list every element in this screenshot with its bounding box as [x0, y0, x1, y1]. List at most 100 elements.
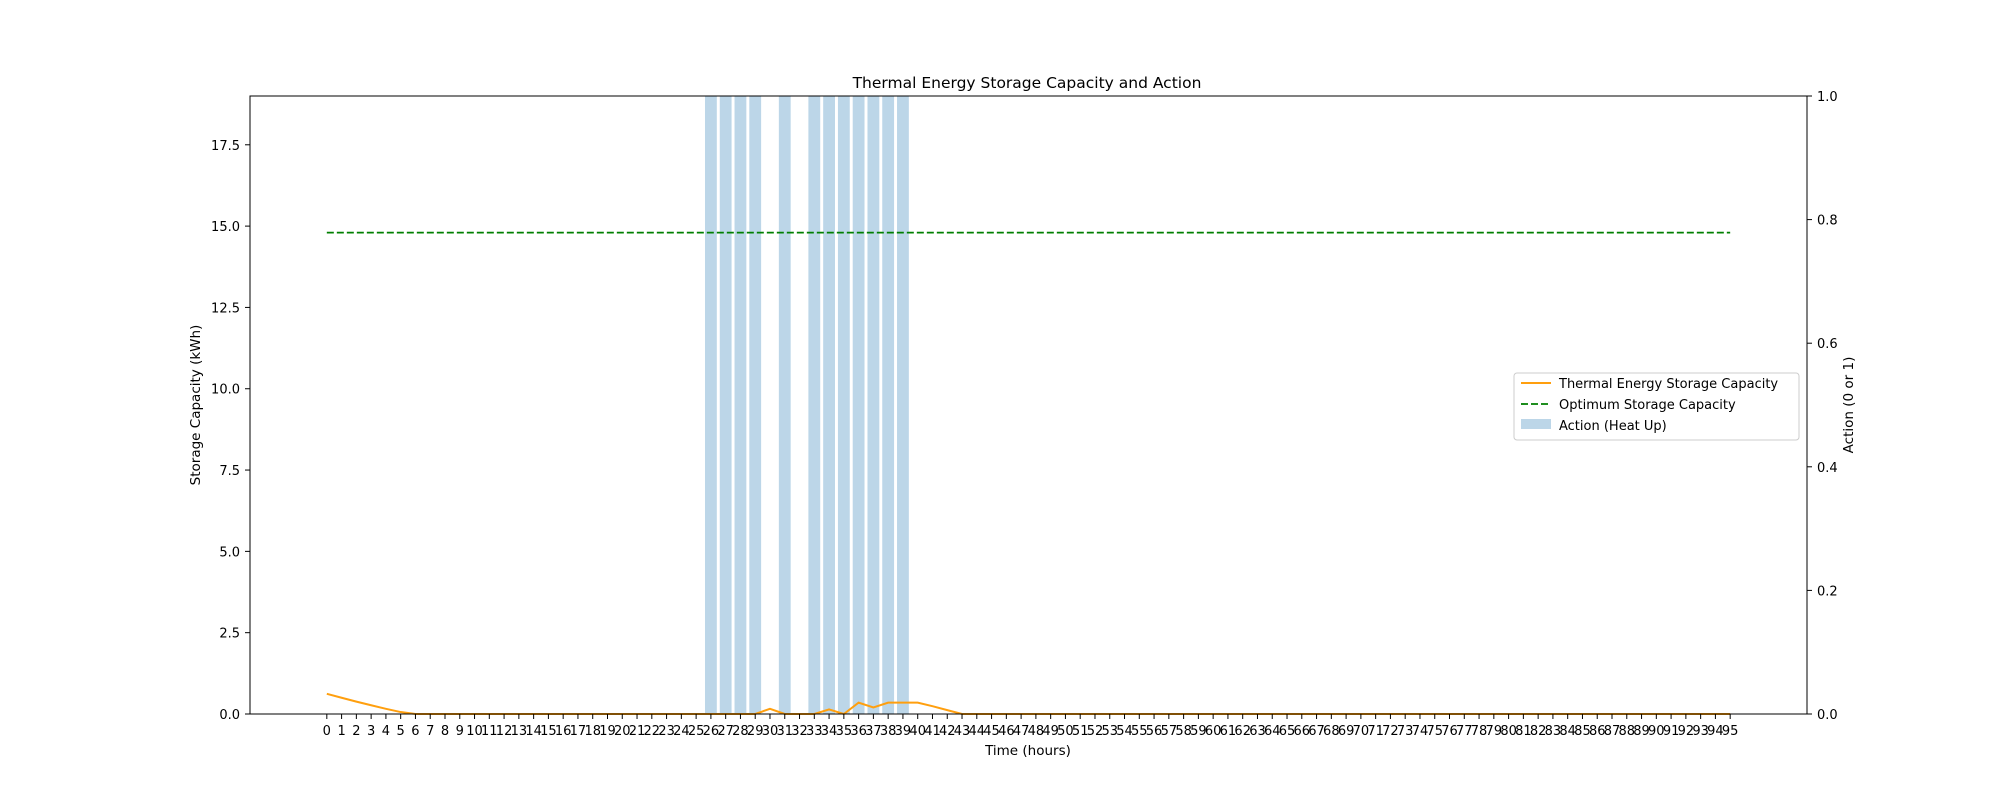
- x-tick-label: 1: [337, 724, 345, 739]
- x-tick-label: 60: [1205, 724, 1222, 739]
- action-bar: [704, 96, 717, 714]
- legend: Thermal Energy Storage Capacity Optimum …: [1513, 372, 1800, 441]
- x-tick-label: 40: [909, 724, 926, 739]
- x-tick-label: 78: [1471, 724, 1488, 739]
- x-tick-label: 5: [397, 724, 405, 739]
- x-tick-label: 77: [1456, 724, 1473, 739]
- legend-box: [1513, 372, 1800, 441]
- left-y-tick-label: 17.5: [211, 139, 240, 154]
- x-tick-label: 10: [466, 724, 483, 739]
- x-tick-label: 82: [1530, 724, 1547, 739]
- x-tick-label: 91: [1663, 724, 1680, 739]
- action-bar: [897, 96, 909, 714]
- x-tick-label: 89: [1633, 724, 1650, 739]
- x-tick-label: 3: [367, 724, 375, 739]
- left-y-tick-label: 2.5: [219, 627, 240, 642]
- x-tick-label: 36: [850, 724, 867, 739]
- x-tick-label: 7: [426, 724, 434, 739]
- x-tick-label: 14: [525, 724, 542, 739]
- x-tick-label: 16: [555, 724, 572, 739]
- x-tick-label: 27: [717, 724, 734, 739]
- action-bar: [778, 96, 791, 714]
- series-lines: [326, 231, 1731, 716]
- x-tick-label: 69: [1338, 724, 1355, 739]
- left-y-tick-label: 5.0: [219, 545, 240, 560]
- x-tick-label: 75: [1426, 724, 1443, 739]
- x-tick-label: 18: [584, 724, 601, 739]
- right-y-axis-label: Action (0 or 1): [1841, 357, 1857, 454]
- x-tick-label: 17: [570, 724, 587, 739]
- x-tick-label: 43: [954, 724, 971, 739]
- x-tick-label: 31: [776, 724, 793, 739]
- x-tick-label: 15: [540, 724, 557, 739]
- x-tick-label: 61: [1220, 724, 1237, 739]
- x-tick-label: 87: [1604, 724, 1621, 739]
- action-bar: [882, 96, 895, 714]
- right-y-axis-ticks: 0.0 0.2 0.4 0.6 0.8 1.0: [1807, 90, 1838, 723]
- right-y-tick-label: 1.0: [1817, 90, 1838, 105]
- left-y-tick-label: 10.0: [211, 383, 240, 398]
- x-tick-label: 53: [1101, 724, 1118, 739]
- x-tick-label: 94: [1707, 724, 1724, 739]
- x-tick-label: 25: [688, 724, 705, 739]
- x-tick-label: 93: [1692, 724, 1709, 739]
- x-tick-label: 22: [644, 724, 661, 739]
- x-tick-label: 33: [806, 724, 823, 739]
- x-tick-label: 47: [1013, 724, 1030, 739]
- x-tick-label: 41: [924, 724, 941, 739]
- legend-thermal-label: Thermal Energy Storage Capacity: [1558, 377, 1778, 392]
- x-tick-label: 28: [732, 724, 749, 739]
- x-tick-label: 19: [599, 724, 616, 739]
- x-tick-label: 46: [998, 724, 1015, 739]
- x-tick-label: 55: [1131, 724, 1148, 739]
- x-tick-label: 66: [1294, 724, 1311, 739]
- x-tick-label: 26: [703, 724, 720, 739]
- action-bar: [823, 96, 835, 714]
- action-bar: [837, 96, 850, 714]
- x-tick-label: 83: [1545, 724, 1562, 739]
- action-bar: [734, 96, 747, 714]
- x-tick-label: 88: [1619, 724, 1636, 739]
- left-y-tick-label: 12.5: [211, 301, 240, 316]
- x-tick-label: 59: [1190, 724, 1207, 739]
- left-y-axis-ticks: 0.0 2.5 5.0 7.5 10.0 12.5 15.0 17.5: [211, 139, 250, 723]
- x-tick-label: 56: [1146, 724, 1163, 739]
- x-tick-label: 37: [865, 724, 882, 739]
- x-tick-label: 70: [1353, 724, 1370, 739]
- action-bar: [867, 96, 880, 714]
- x-tick-label: 0: [323, 724, 331, 739]
- x-tick-label: 13: [511, 724, 528, 739]
- action-bar: [808, 96, 821, 714]
- left-y-axis-label: Storage Capacity (kWh): [188, 325, 204, 486]
- x-tick-label: 2: [352, 724, 360, 739]
- x-tick-label: 51: [1072, 724, 1089, 739]
- action-bars: [704, 96, 909, 714]
- x-tick-label: 45: [983, 724, 1000, 739]
- plot-frame: [249, 95, 1808, 715]
- action-bar: [719, 96, 732, 714]
- x-tick-label: 8: [441, 724, 449, 739]
- left-y-tick-label: 0.0: [219, 708, 240, 723]
- x-tick-label: 95: [1722, 724, 1739, 739]
- x-tick-label: 67: [1308, 724, 1325, 739]
- x-tick-label: 92: [1678, 724, 1695, 739]
- x-tick-label: 54: [1116, 724, 1133, 739]
- x-tick-label: 72: [1382, 724, 1399, 739]
- x-tick-label: 50: [1057, 724, 1074, 739]
- x-tick-label: 86: [1589, 724, 1606, 739]
- x-tick-label: 24: [673, 724, 690, 739]
- x-tick-label: 79: [1486, 724, 1503, 739]
- x-tick-label: 65: [1279, 724, 1296, 739]
- left-y-tick-label: 15.0: [211, 220, 240, 235]
- chart-title: Thermal Energy Storage Capacity and Acti…: [852, 74, 1202, 92]
- x-tick-label: 49: [1042, 724, 1059, 739]
- x-tick-label: 32: [791, 724, 808, 739]
- action-bar: [749, 96, 762, 714]
- x-tick-label: 34: [821, 724, 838, 739]
- x-tick-label: 21: [629, 724, 646, 739]
- x-tick-label: 57: [1161, 724, 1178, 739]
- x-tick-label: 63: [1249, 724, 1266, 739]
- left-y-tick-label: 7.5: [219, 464, 240, 479]
